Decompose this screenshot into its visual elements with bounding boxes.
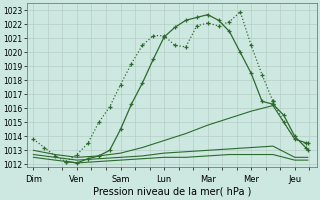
X-axis label: Pression niveau de la mer( hPa ): Pression niveau de la mer( hPa ) xyxy=(92,187,251,197)
